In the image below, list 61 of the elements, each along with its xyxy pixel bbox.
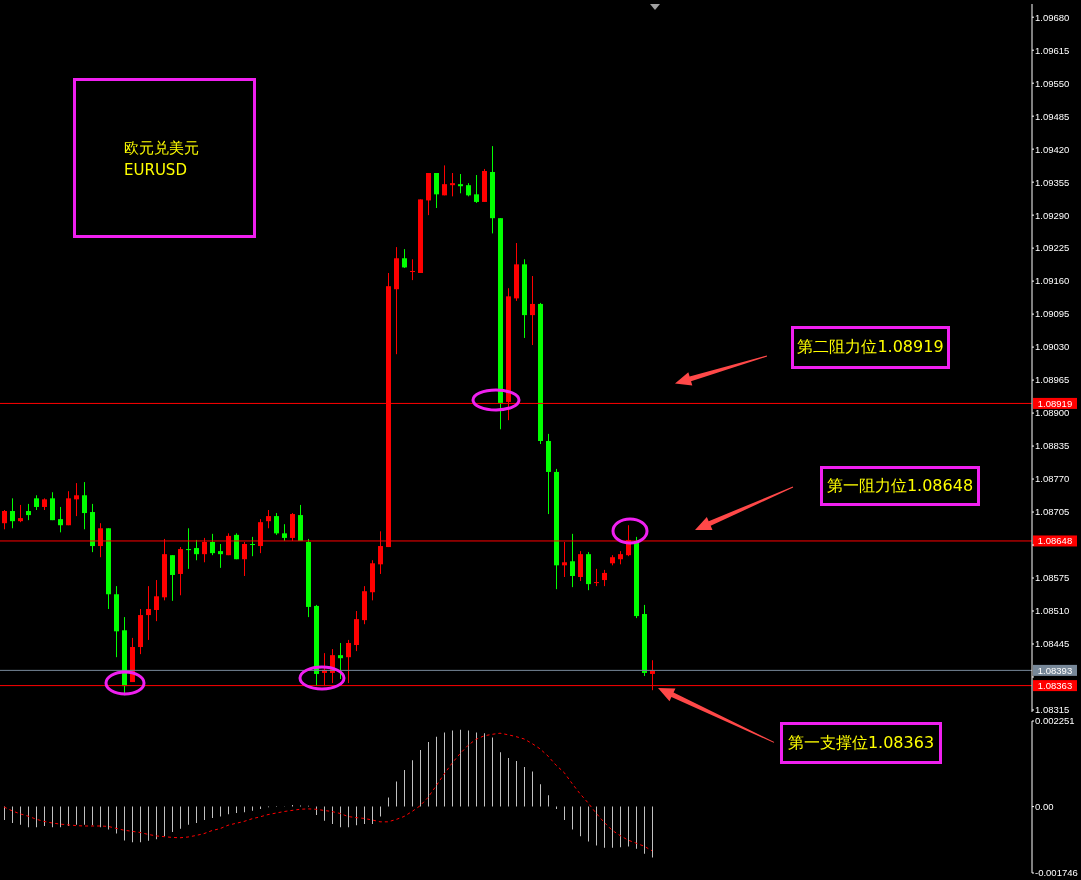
annotation: 第二阻力位1.08919	[797, 337, 944, 358]
y-tick-label: 1.09030	[1035, 341, 1070, 353]
candlestick	[402, 248, 407, 269]
candlestick	[154, 579, 159, 622]
candlestick	[186, 527, 191, 570]
y-tick-label: 1.08445	[1035, 638, 1070, 650]
candlestick	[50, 491, 55, 521]
candlestick	[346, 639, 351, 684]
candlestick	[74, 482, 79, 517]
candlestick	[594, 568, 599, 587]
candlestick	[458, 173, 463, 194]
candlestick	[58, 506, 63, 533]
candlestick	[218, 543, 223, 569]
ref-line-label: 1.08393	[1037, 664, 1073, 676]
y-tick-label: 1.09485	[1035, 110, 1070, 122]
y-tick-label: 1.09290	[1035, 209, 1070, 221]
annotation: 第一阻力位1.08648	[826, 475, 974, 497]
y-tick-label: 1.09550	[1035, 77, 1070, 89]
y-tick-label: 0.00	[1035, 800, 1054, 812]
line-series	[3, 732, 653, 852]
candlestick	[170, 554, 175, 602]
y-tick-label: 1.08965	[1035, 374, 1070, 386]
y-tick-label: -0.001746	[1035, 867, 1078, 879]
y-tick-label: 1.09160	[1035, 275, 1070, 287]
y-tick-label: 1.09615	[1035, 44, 1070, 56]
text: 欧元兑美元	[124, 139, 199, 157]
y-tick-label: 1.08900	[1035, 407, 1070, 419]
candlestick	[450, 172, 455, 197]
candlestick	[250, 536, 255, 557]
candlestick	[442, 164, 447, 196]
candlestick	[570, 533, 575, 588]
y-tick-label: 1.08575	[1035, 572, 1070, 584]
y-tick-label: 1.09420	[1035, 143, 1070, 155]
annotation: 第一支撑位1.08363	[787, 732, 935, 754]
y-tick-label: 1.08510	[1035, 605, 1070, 617]
y-tick-label: 0.002251	[1035, 715, 1075, 727]
ref-line-label: 1.08919	[1037, 397, 1073, 409]
candlestick	[578, 550, 583, 582]
candlestick	[2, 509, 7, 530]
y-tick-label: 1.09680	[1035, 11, 1070, 23]
y-tick-label: 1.09355	[1035, 176, 1070, 188]
candlestick	[266, 509, 271, 529]
candlestick	[530, 275, 535, 346]
candlestick	[274, 512, 279, 536]
candlestick	[410, 258, 415, 281]
candlestick	[210, 533, 215, 556]
candlestick	[434, 172, 439, 209]
candlestick	[146, 585, 151, 641]
candlestick	[82, 481, 87, 530]
ref-line-label: 1.08363	[1037, 679, 1073, 691]
text: EURUSD	[124, 161, 187, 179]
y-tick-label: 1.09225	[1035, 242, 1070, 254]
y-tick-label: 1.09095	[1035, 308, 1070, 320]
y-tick-label: 1.08835	[1035, 440, 1070, 452]
y-tick-label: 1.08705	[1035, 506, 1070, 518]
candlestick	[474, 174, 479, 204]
ref-line-label: 1.08648	[1037, 535, 1073, 547]
y-tick-label: 1.08315	[1035, 704, 1070, 716]
candlestick	[338, 642, 343, 680]
candlestick	[10, 497, 15, 529]
y-tick-label: 1.08770	[1035, 473, 1070, 485]
